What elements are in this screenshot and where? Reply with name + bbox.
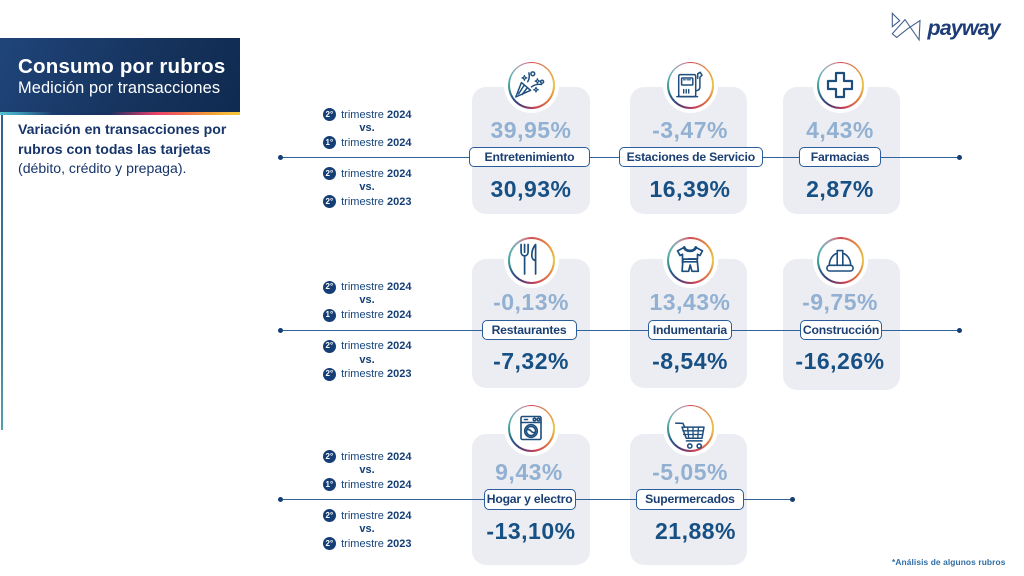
svg-text:payway: payway bbox=[927, 16, 1002, 40]
